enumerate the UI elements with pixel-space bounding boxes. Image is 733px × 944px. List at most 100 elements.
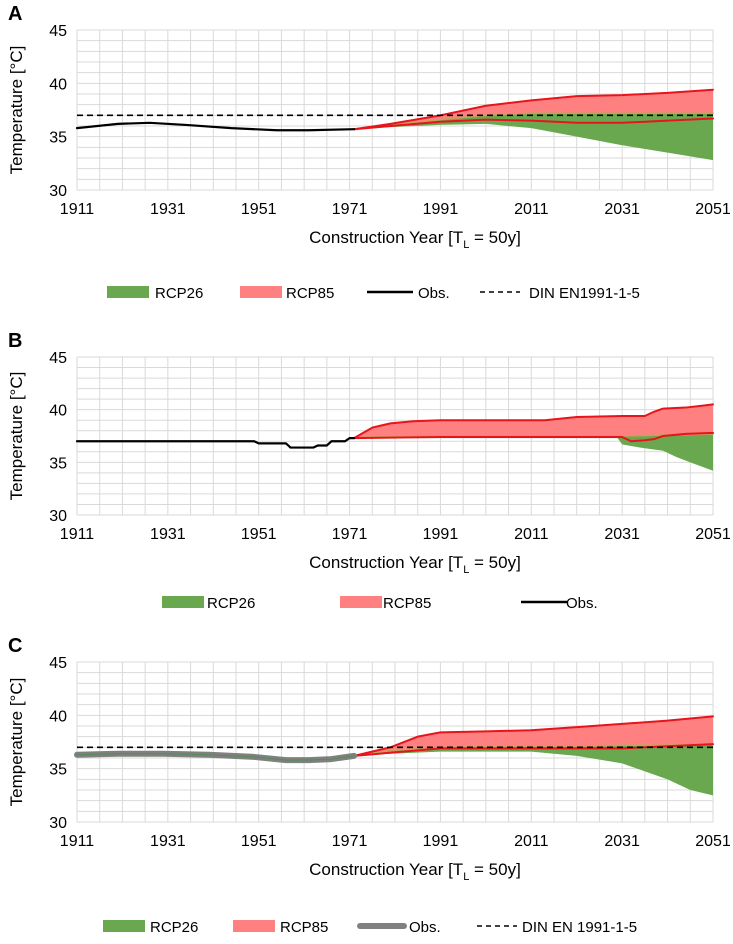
legend-item-rcp85: RCP85 [340,595,431,612]
legend-label: Obs. [566,595,598,612]
legend-swatch [103,920,145,932]
x-tick-label: 1931 [150,833,186,850]
x-axis-title-sub: L [463,871,469,883]
x-tick-label: 1971 [332,526,368,543]
rcp85-band [354,404,713,442]
x-tick-label: 1931 [150,201,186,218]
obs-line [75,437,356,449]
y-axis-title: Temperature [°C] [7,46,26,175]
x-axis-title-main: Construction Year [T [309,553,463,572]
y-tick-label: 45 [49,655,67,672]
rcp85-upper-line [353,403,714,440]
rcp26-upper-line [353,743,714,757]
legend-item-rcp26: RCP26 [103,919,198,936]
obs-line-inner [76,753,355,761]
rcp26-upper-line [353,112,714,130]
x-tick-label: 1951 [241,201,277,218]
y-tick-label: 30 [49,815,67,832]
obs-line [75,121,356,132]
x-tick-label: 1991 [423,201,459,218]
rcp26-band [354,113,713,161]
y-tick-label: 40 [49,403,67,420]
legend-item-obs_gray: Obs. [357,919,441,936]
x-tick-label: 1911 [60,833,95,850]
x-axis-title: Construction Year [TL = 50y] [309,860,521,883]
y-tick-label: 45 [49,23,67,40]
rcp26-band [354,433,713,471]
legend-swatch [107,286,149,298]
legend: RCP26 RCP85 Obs. [162,595,598,612]
legend-item-obs: Obs. [521,595,598,612]
x-tick-label: 2051 [695,833,731,850]
x-tick-label: 1911 [60,526,95,543]
x-axis-title-sub: L [463,564,469,576]
legend-label: DIN EN1991-1-5 [529,285,640,302]
x-axis-title-tail: = 50y] [469,553,521,572]
x-axis-title-tail: = 50y] [469,228,521,247]
x-tick-label: 2011 [514,201,549,218]
rcp26-band [354,744,713,796]
y-tick-label: 35 [49,130,67,147]
legend-label: RCP85 [280,919,328,936]
legend-swatch [233,920,275,932]
rcp85-lower-line [353,431,714,443]
panel-B: B 30 35 40 45 1911 1931 1951 1971 1991 2011 2031 205… [7,330,731,612]
x-tick-label: 2031 [604,833,640,850]
y-tick-label: 40 [49,76,67,93]
legend-swatch [162,596,204,608]
x-tick-label: 2051 [695,526,731,543]
legend-label: RCP26 [155,285,203,302]
legend-item-rcp26: RCP26 [162,595,255,612]
panel-label: C [8,635,22,657]
legend-swatch [340,596,382,608]
legend-item-din: DIN EN 1991-1-5 [477,919,637,936]
x-axis-title-sub: L [463,239,469,251]
legend: RCP26 RCP85 Obs. DIN EN 1991-1-5 [103,919,637,936]
y-tick-label: 45 [49,350,67,367]
rcp85-upper-line [353,88,714,131]
legend-label: RCP26 [207,595,255,612]
legend-swatch [240,286,282,298]
legend-item-rcp85: RCP85 [233,919,328,936]
legend-item-rcp85: RCP85 [240,285,334,302]
legend-label: RCP85 [383,595,431,612]
x-tick-label: 1931 [150,526,186,543]
x-tick-label: 1991 [423,833,459,850]
panel-label: A [8,3,22,25]
x-axis-title: Construction Year [TL = 50y] [309,553,521,576]
rcp85-upper-line [353,715,714,757]
y-tick-label: 35 [49,762,67,779]
x-tick-label: 1971 [332,833,368,850]
legend-item-din: DIN EN1991-1-5 [480,285,640,302]
legend-label: Obs. [409,919,441,936]
x-tick-label: 2031 [604,526,640,543]
panel-A: A 30 35 40 45 1911 1931 1951 1971 1991 2011 2031 205… [7,3,731,302]
x-tick-label: 2011 [514,833,549,850]
x-tick-label: 2051 [695,201,731,218]
legend-label: RCP85 [286,285,334,302]
x-axis-title-main: Construction Year [T [309,228,463,247]
legend-item-rcp26: RCP26 [107,285,203,302]
y-tick-label: 40 [49,708,67,725]
panel-C: C 30 35 40 45 1911 1931 1951 1971 1991 2011 2031 205… [7,635,731,936]
x-tick-label: 1911 [60,201,95,218]
x-tick-label: 1951 [241,526,277,543]
legend: RCP26 RCP85 Obs. DIN EN1991-1-5 [107,285,640,302]
rcp26-upper-line [353,433,714,439]
y-axis-title: Temperature [°C] [7,372,26,501]
y-tick-label: 30 [49,183,67,200]
y-axis-title: Temperature [°C] [7,678,26,807]
legend-item-obs: Obs. [367,285,450,302]
panel-label: B [8,330,22,352]
legend-label: DIN EN 1991-1-5 [522,919,637,936]
rcp85-lower-line [353,117,714,131]
rcp85-lower-line [353,743,714,757]
x-axis-title: Construction Year [TL = 50y] [309,228,521,251]
y-tick-label: 35 [49,455,67,472]
x-tick-label: 1951 [241,833,277,850]
legend-label: RCP26 [150,919,198,936]
x-tick-label: 2011 [514,526,549,543]
x-axis-title-tail: = 50y] [469,860,521,879]
